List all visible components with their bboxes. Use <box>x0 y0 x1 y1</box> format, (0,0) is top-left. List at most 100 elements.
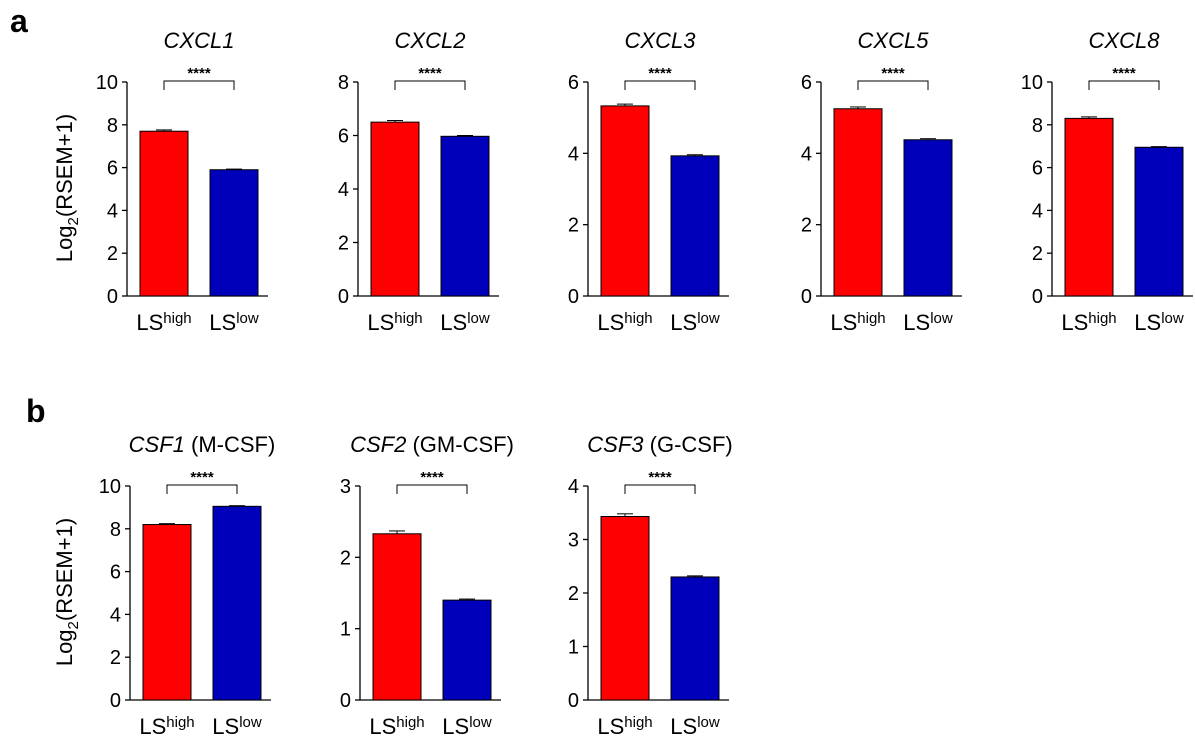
y-tick-label: 0 <box>568 690 579 712</box>
y-tick-label: 0 <box>107 286 118 308</box>
bar-low <box>209 169 259 297</box>
chart-title-protein: (GM-CSF) <box>406 432 514 457</box>
significance-bracket <box>396 484 468 494</box>
y-tick-label: 8 <box>110 519 121 541</box>
bar-high <box>372 533 422 701</box>
significance-stars: **** <box>420 469 444 486</box>
y-tick-label: 4 <box>110 604 121 626</box>
x-tick-label: LShigh <box>830 310 885 335</box>
x-tick-label: LSlow <box>1134 310 1184 335</box>
y-axis-title-main: Log <box>52 225 77 262</box>
significance-stars: **** <box>190 469 214 486</box>
x-tick-label-main: LS <box>442 714 469 739</box>
x-tick-label-main: LS <box>597 310 624 335</box>
chart-title-gene: CSF3 <box>587 432 644 457</box>
x-tick-label-superscript: high <box>1088 310 1116 327</box>
chart-title: CSF3 (G-CSF) <box>587 432 732 457</box>
significance-bracket <box>857 80 929 90</box>
significance-stars: **** <box>418 65 442 82</box>
bar-high <box>139 130 189 297</box>
chart-title: CXCL3 <box>625 28 697 53</box>
y-tick-label: 0 <box>110 690 121 712</box>
x-tick-label-superscript: low <box>239 714 262 731</box>
chart-title-gene: CSF1 <box>129 432 185 457</box>
x-tick-label-superscript: low <box>930 310 953 327</box>
chart-title-gene: CSF2 <box>350 432 406 457</box>
y-axis-title-main: Log <box>52 629 77 666</box>
bar-low <box>670 155 720 297</box>
significance-bracket <box>166 484 238 494</box>
significance-bracket <box>163 80 235 90</box>
x-tick-label-main: LS <box>209 310 236 335</box>
y-tick-label: 1 <box>340 619 351 641</box>
y-tick-label: 4 <box>338 179 349 201</box>
y-axis-title-rest: (RSEM+1) <box>52 114 77 217</box>
y-tick-label: 3 <box>340 476 351 498</box>
chart-title-gene: CXCL1 <box>164 28 235 53</box>
y-tick-label: 4 <box>568 476 579 498</box>
y-tick-label: 10 <box>96 72 118 94</box>
y-tick-label: 2 <box>801 215 812 237</box>
y-tick-label: 3 <box>568 530 579 552</box>
x-tick-label-superscript: low <box>236 310 259 327</box>
x-tick-label: LSlow <box>903 310 953 335</box>
chart-title-gene: CXCL5 <box>858 28 930 53</box>
x-tick-label-superscript: low <box>697 714 720 731</box>
significance-stars: **** <box>1112 65 1136 82</box>
bar-high <box>142 524 192 701</box>
chart-title: CXCL2 <box>395 28 466 53</box>
x-tick-label: LSlow <box>442 714 492 739</box>
bar-high <box>370 121 420 297</box>
y-tick-label: 6 <box>568 72 579 94</box>
y-axis-title-rest: (RSEM+1) <box>52 518 77 621</box>
y-tick-label: 0 <box>1032 286 1043 308</box>
chart-title-gene: CXCL3 <box>625 28 697 53</box>
significance-stars: **** <box>881 65 905 82</box>
x-tick-label-superscript: high <box>624 310 652 327</box>
x-tick-label-superscript: high <box>166 714 194 731</box>
x-tick-label: LSlow <box>670 714 720 739</box>
y-tick-label: 0 <box>340 690 351 712</box>
chart-title-gene: CXCL8 <box>1089 28 1161 53</box>
x-tick-label-main: LS <box>1061 310 1088 335</box>
x-tick-label: LShigh <box>597 310 652 335</box>
x-tick-label-main: LS <box>440 310 467 335</box>
x-tick-label-superscript: low <box>469 714 492 731</box>
bar-low <box>903 139 953 297</box>
panel-label-a: a <box>10 3 28 39</box>
x-tick-label: LShigh <box>1061 310 1116 335</box>
significance-bracket <box>1088 80 1160 90</box>
significance-bracket <box>624 80 696 90</box>
x-tick-label-main: LS <box>670 714 697 739</box>
y-tick-label: 2 <box>110 647 121 669</box>
chart-title: CXCL5 <box>858 28 930 53</box>
panel-label-b: b <box>26 393 46 429</box>
chart-title: CSF1 (M-CSF) <box>129 432 276 457</box>
y-tick-label: 10 <box>99 476 121 498</box>
y-tick-label: 2 <box>107 243 118 265</box>
x-tick-label-main: LS <box>830 310 857 335</box>
y-tick-label: 8 <box>107 115 118 137</box>
x-tick-label-main: LS <box>136 310 163 335</box>
y-tick-label: 6 <box>110 562 121 584</box>
y-tick-label: 4 <box>568 143 579 165</box>
chart-title: CSF2 (GM-CSF) <box>350 432 514 457</box>
x-tick-label: LShigh <box>139 714 194 739</box>
chart-csf1: 0 2 4 6 8 10 LShigh LSlow **** CSF1 (M-CSF) <box>99 432 276 739</box>
x-tick-label-main: LS <box>367 310 394 335</box>
y-tick-label: 10 <box>1021 72 1043 94</box>
y-tick-label: 4 <box>1032 200 1043 222</box>
bar-low <box>670 576 720 701</box>
x-tick-label-main: LS <box>369 714 396 739</box>
y-tick-label: 2 <box>1032 243 1043 265</box>
x-tick-label-main: LS <box>212 714 239 739</box>
significance-bracket <box>394 80 466 90</box>
y-tick-label: 2 <box>338 233 349 255</box>
significance-stars: **** <box>648 469 672 486</box>
y-axis-title-a: Log2(RSEM+1) <box>52 114 82 262</box>
